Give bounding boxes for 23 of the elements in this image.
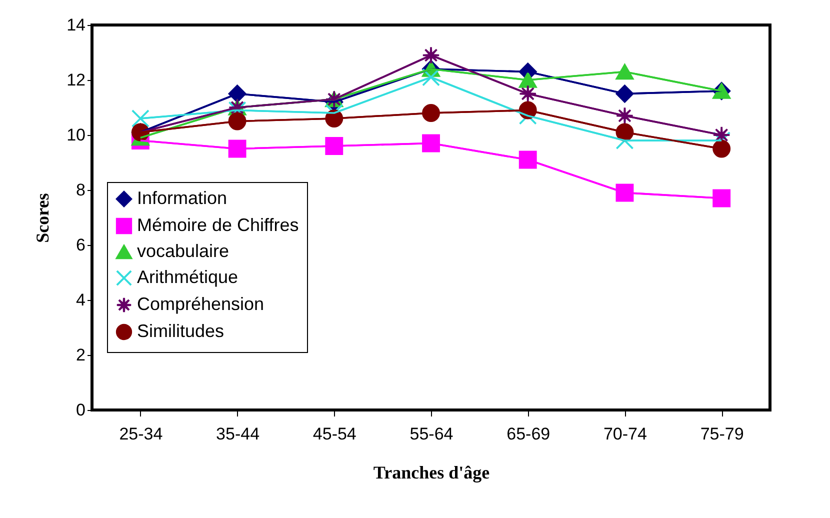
x-tick-label: 35-44: [216, 424, 260, 444]
y-tick-label: 2: [76, 346, 86, 364]
x-tick-label: 45-54: [312, 424, 356, 444]
x-tick-label: 75-79: [700, 424, 744, 444]
y-tick-label: 10: [66, 126, 86, 144]
x-axis-title: Tranches d'âge: [373, 462, 490, 482]
legend-label: Similitudes: [137, 321, 224, 341]
y-tick-label: 4: [76, 290, 86, 310]
legend-label: Mémoire de Chiffres: [137, 215, 299, 235]
legend-label: Compréhension: [137, 294, 264, 314]
y-tick-label: 14: [66, 16, 86, 34]
x-tick-label: 70-74: [603, 424, 647, 444]
legend-label: Information: [137, 188, 228, 208]
x-tick-label: 65-69: [506, 424, 550, 444]
legend-label: Arithmétique: [137, 267, 238, 287]
x-tick-label: 55-64: [410, 424, 454, 444]
y-tick-label: 6: [76, 236, 86, 254]
y-tick-label: 8: [76, 180, 86, 200]
y-axis-title: Scores: [32, 193, 53, 243]
legend-label: vocabulaire: [137, 241, 230, 261]
y-tick-label: 12: [66, 70, 86, 90]
y-tick-label: 0: [76, 400, 86, 420]
x-tick-label: 25-34: [119, 424, 163, 444]
